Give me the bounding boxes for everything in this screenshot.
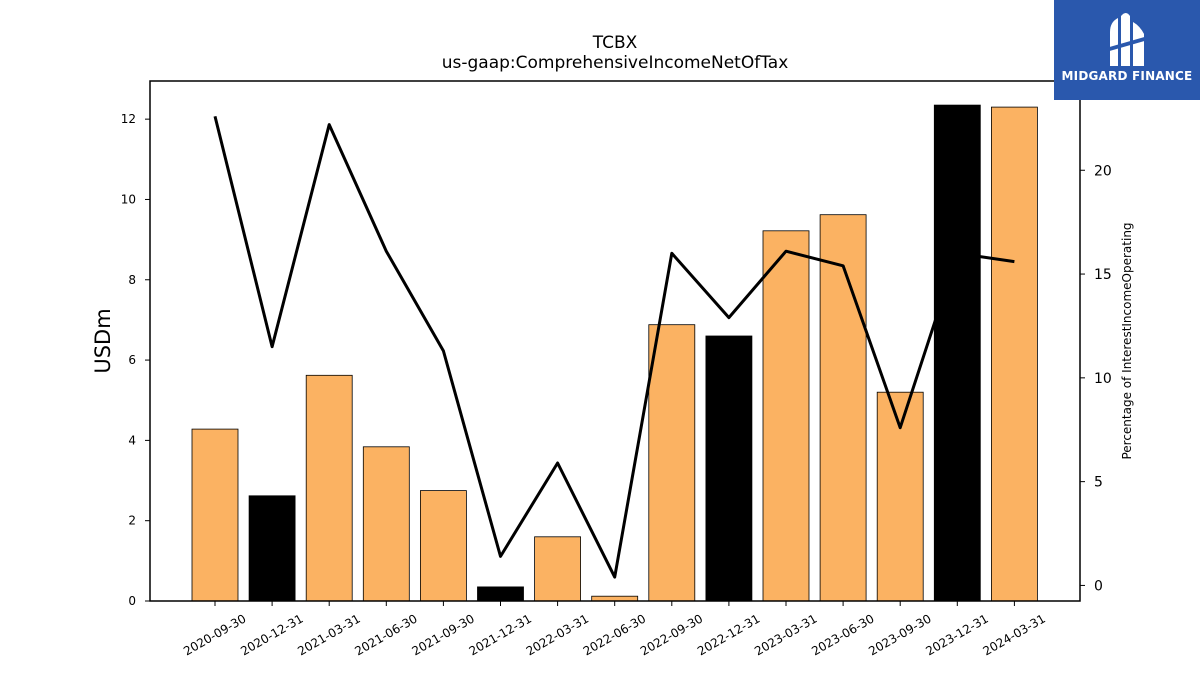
brand-name: MIDGARD FINANCE bbox=[1061, 69, 1193, 83]
brand-logo: MIDGARD FINANCE bbox=[1054, 0, 1200, 100]
y-tick-label: 8 bbox=[128, 273, 136, 287]
chart-title: TCBX bbox=[592, 33, 638, 53]
y-tick-label: 0 bbox=[128, 594, 136, 608]
midgard-logo-icon bbox=[1106, 13, 1148, 66]
chart-subtitle: us-gaap:ComprehensiveIncomeNetOfTax bbox=[442, 53, 789, 73]
y2-axis-label: Percentage of InterestIncomeOperating bbox=[1120, 222, 1134, 459]
x-tick-label: 2021-06-30 bbox=[352, 611, 419, 658]
bar bbox=[362, 446, 410, 602]
x-tick-label: 2022-09-30 bbox=[638, 611, 705, 658]
y-tick-label: 6 bbox=[128, 353, 136, 367]
x-tick-label: 2023-06-30 bbox=[809, 611, 876, 658]
x-tick-label: 2022-03-31 bbox=[524, 611, 591, 658]
x-tick-label: 2021-03-31 bbox=[295, 611, 362, 658]
x-tick-label: 2020-12-31 bbox=[238, 611, 305, 658]
x-tick-label: 2022-06-30 bbox=[581, 611, 648, 658]
y2-tick-label: 0 bbox=[1094, 578, 1103, 594]
y-tick-label: 10 bbox=[121, 192, 136, 206]
bar bbox=[933, 104, 981, 602]
x-tick-label: 2024-03-31 bbox=[980, 611, 1047, 658]
y-tick-label: 4 bbox=[128, 433, 136, 447]
x-tick-label: 2023-03-31 bbox=[752, 611, 819, 658]
bar bbox=[305, 374, 353, 602]
y-axis-label: USDm bbox=[91, 308, 115, 373]
bar bbox=[705, 335, 753, 602]
x-tick-label: 2021-12-31 bbox=[467, 611, 534, 658]
bar bbox=[534, 536, 581, 602]
x-tick-label: 2021-09-30 bbox=[409, 611, 476, 658]
x-tick-label: 2020-09-30 bbox=[181, 611, 248, 658]
bar bbox=[819, 214, 867, 602]
bar bbox=[648, 324, 696, 602]
y2-tick-label: 5 bbox=[1094, 475, 1103, 491]
bar bbox=[991, 106, 1038, 602]
y-tick-label: 12 bbox=[121, 112, 136, 126]
bar bbox=[419, 490, 467, 602]
series-line bbox=[213, 115, 1015, 579]
bar bbox=[876, 391, 924, 602]
y2-tick-label: 20 bbox=[1094, 163, 1112, 179]
bar bbox=[248, 495, 296, 602]
x-tick-label: 2022-12-31 bbox=[695, 611, 762, 658]
bar bbox=[191, 428, 239, 602]
y-tick-label: 2 bbox=[128, 514, 136, 528]
y2-tick-label: 10 bbox=[1094, 371, 1112, 387]
bar bbox=[762, 230, 810, 602]
y2-tick-label: 15 bbox=[1094, 267, 1112, 283]
x-tick-label: 2023-12-31 bbox=[923, 611, 990, 658]
x-tick-label: 2023-09-30 bbox=[866, 611, 933, 658]
bar bbox=[477, 586, 524, 602]
